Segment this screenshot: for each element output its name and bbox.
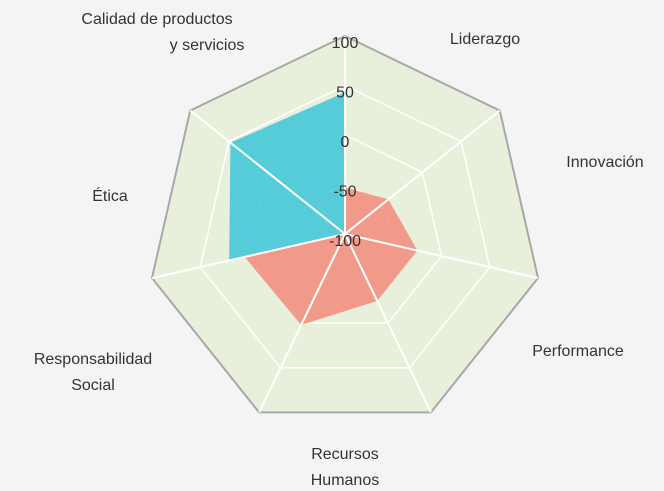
grid-ring xyxy=(199,84,491,369)
r-tick-label: -100 xyxy=(329,233,361,250)
axis-label: Calidad de productos y servicios xyxy=(81,11,244,54)
r-tick-label: 50 xyxy=(336,85,354,102)
spoke xyxy=(189,109,346,235)
spoke xyxy=(151,233,346,280)
axis-label: Liderazgo xyxy=(450,31,520,48)
axis-label: Recursos Humanos xyxy=(311,446,379,489)
axis-label-line: Recursos xyxy=(311,446,379,463)
spoke xyxy=(344,233,432,413)
spoke xyxy=(344,109,501,235)
axis-label: Innovación xyxy=(566,154,643,171)
r-tick-label: 0 xyxy=(341,134,350,151)
axis-label: Responsabilidad Social xyxy=(34,351,152,394)
axis-label-line: Calidad de productos xyxy=(81,11,232,28)
r-tick-label: 100 xyxy=(332,35,359,52)
axis-label-line: Responsabilidad xyxy=(34,351,152,368)
radar-area xyxy=(229,92,345,261)
axis-label-line: y servicios xyxy=(170,37,245,54)
axis-label: Ética xyxy=(92,186,128,205)
axis-label-line: Social xyxy=(71,377,115,394)
spoke xyxy=(344,233,539,280)
axis-label: Performance xyxy=(532,343,624,360)
axis-label-line: Humanos xyxy=(311,472,379,489)
radar-area xyxy=(244,187,418,325)
r-tick-label: -50 xyxy=(333,184,356,201)
spoke xyxy=(258,233,346,413)
